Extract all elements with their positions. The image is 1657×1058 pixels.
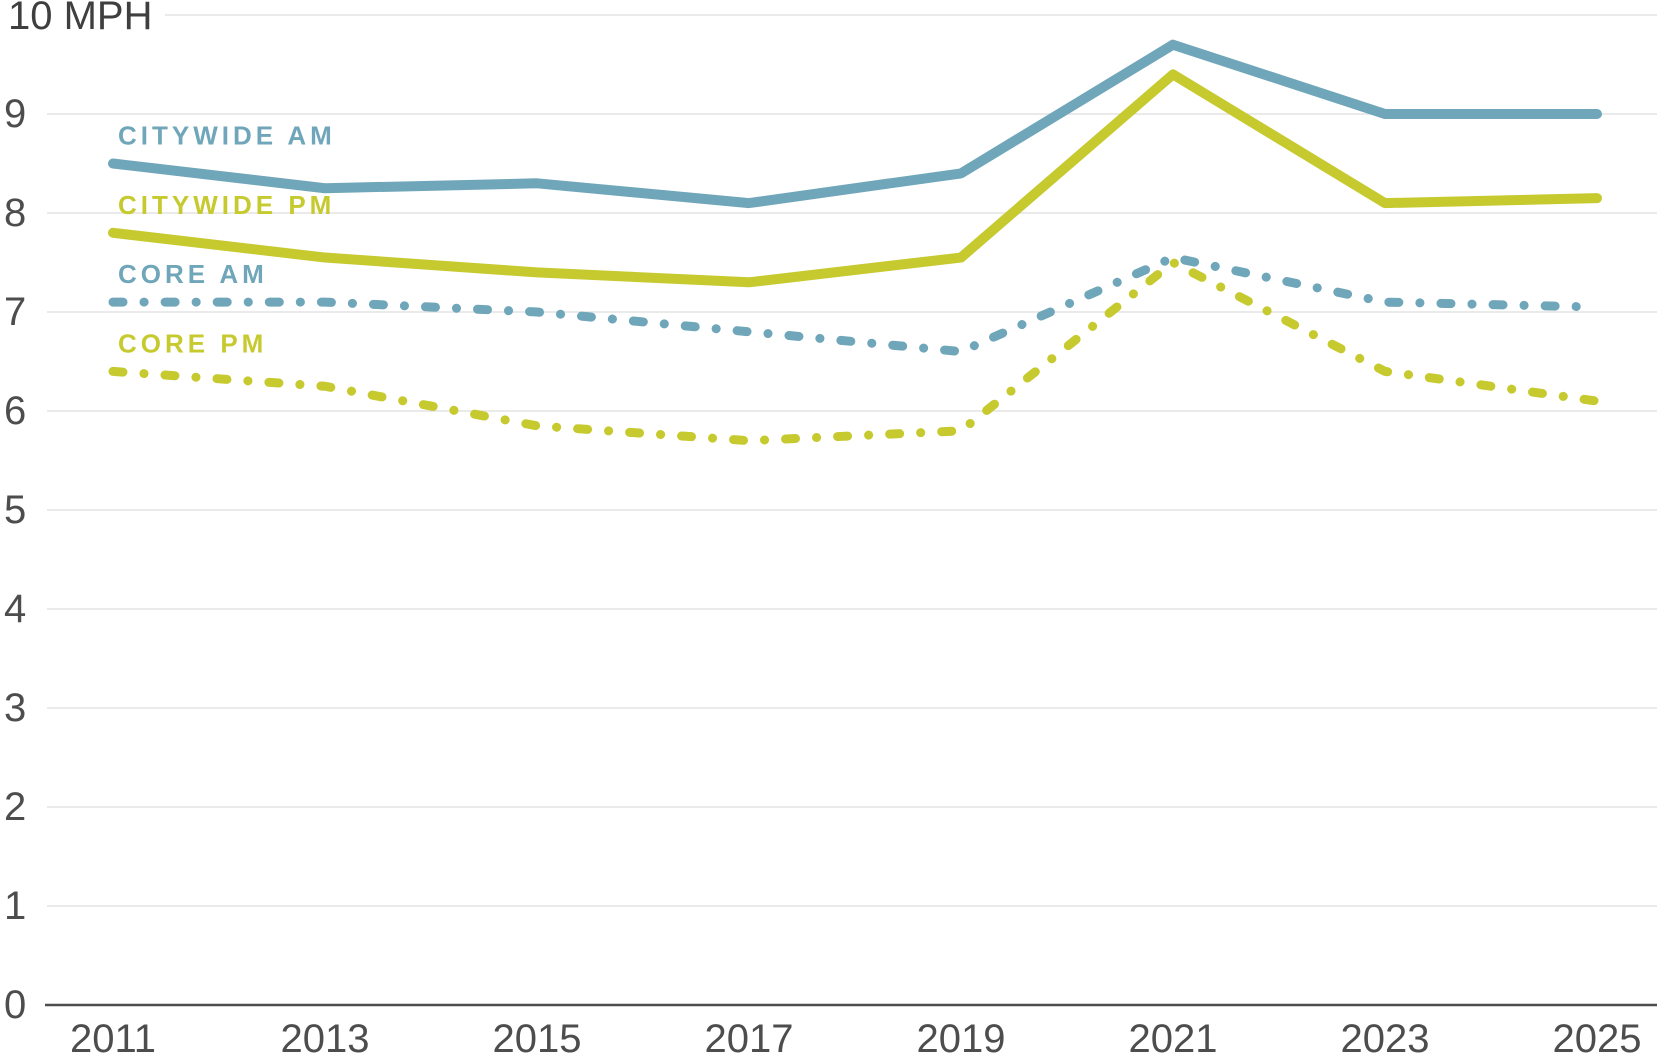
series-label-citywide-am: CITYWIDE AM bbox=[118, 121, 336, 151]
y-tick-label-2: 2 bbox=[4, 785, 26, 829]
x-tick-label-2011: 2011 bbox=[70, 1017, 156, 1058]
series-line-core-pm bbox=[108, 258, 1602, 446]
x-tick-label-2019: 2019 bbox=[917, 1017, 1006, 1058]
y-tick-label-5: 5 bbox=[4, 488, 26, 532]
y-tick-label-9: 9 bbox=[4, 92, 26, 136]
x-tick-label-2017: 2017 bbox=[705, 1017, 794, 1058]
series-line-citywide-pm bbox=[108, 69, 1602, 288]
x-tick-label-2021: 2021 bbox=[1129, 1017, 1218, 1058]
y-tick-label-1: 1 bbox=[4, 884, 26, 928]
y-axis-top-tick-label: 10 MPH bbox=[8, 0, 153, 38]
y-tick-label-6: 6 bbox=[4, 389, 26, 433]
series-line-core-am bbox=[108, 253, 1602, 357]
x-tick-label-2015: 2015 bbox=[493, 1017, 582, 1058]
series-label-core-am: CORE AM bbox=[118, 259, 268, 289]
y-tick-label-0: 0 bbox=[4, 983, 26, 1027]
y-tick-label-4: 4 bbox=[4, 587, 26, 631]
y-tick-label-3: 3 bbox=[4, 686, 26, 730]
y-tick-label-8: 8 bbox=[4, 191, 26, 235]
series-label-citywide-pm: CITYWIDE PM bbox=[118, 190, 335, 220]
x-tick-label-2025: 2025 bbox=[1553, 1017, 1642, 1058]
series-line-citywide-am bbox=[108, 39, 1602, 209]
x-tick-label-2013: 2013 bbox=[281, 1017, 370, 1058]
x-tick-label-2023: 2023 bbox=[1341, 1017, 1430, 1058]
series-label-core-pm: CORE PM bbox=[118, 328, 267, 358]
y-tick-label-7: 7 bbox=[4, 290, 26, 334]
